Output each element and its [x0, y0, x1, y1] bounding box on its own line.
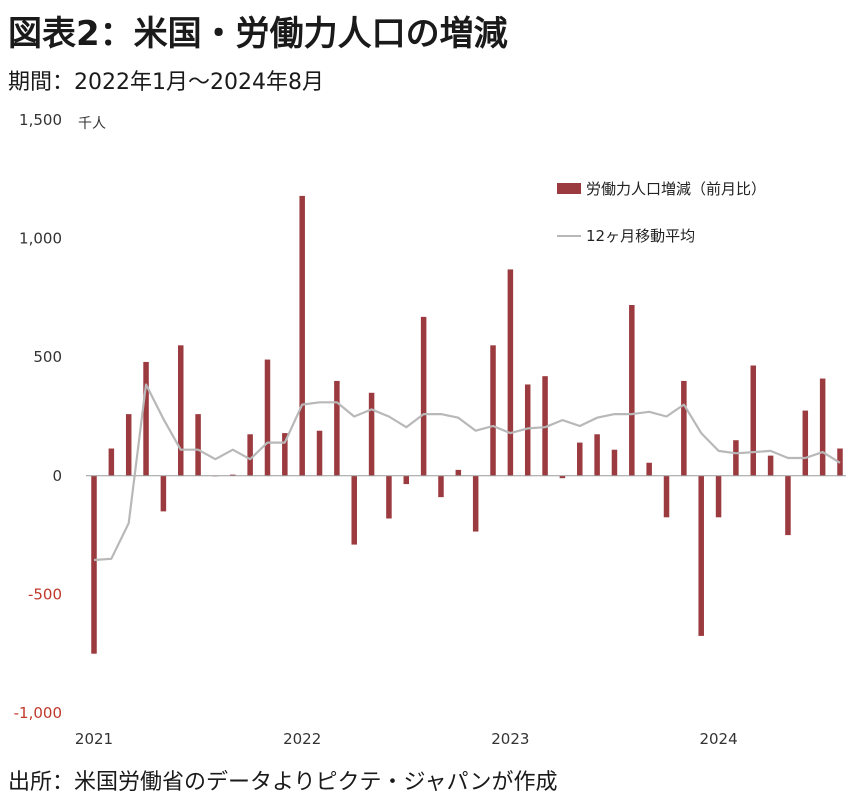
- y-tick-label: 0: [52, 467, 62, 485]
- bar: [698, 475, 704, 636]
- chart-period: 期間：2022年1月～2024年8月: [8, 70, 324, 95]
- y-axis: 1,500 1,000 500 0 -500 -1,000: [14, 111, 62, 722]
- legend-line-label: 12ヶ月移動平均: [586, 227, 695, 245]
- bar: [403, 475, 410, 485]
- bar: [316, 430, 323, 476]
- bar: [368, 392, 375, 476]
- legend: 労働力人口増減（前月比） 12ヶ月移動平均: [557, 180, 766, 245]
- bar: [767, 455, 774, 476]
- moving-average-polyline: [93, 383, 841, 562]
- bar: [108, 448, 115, 476]
- legend-bar-label: 労働力人口増減（前月比）: [586, 180, 766, 198]
- bar: [438, 475, 444, 498]
- y-tick-label: -500: [28, 585, 62, 603]
- bar: [715, 475, 722, 518]
- bar: [386, 475, 392, 519]
- bar: [750, 365, 757, 476]
- bar: [785, 475, 791, 536]
- y-tick-label: -1,000: [14, 704, 62, 722]
- x-tick-label: 2022: [283, 730, 321, 748]
- bar: [542, 376, 548, 476]
- x-tick-label: 2023: [491, 730, 529, 748]
- bar: [247, 434, 253, 476]
- bar: [125, 414, 132, 476]
- legend-bar-swatch: [557, 183, 581, 194]
- y-tick-label: 500: [33, 348, 62, 366]
- x-tick-label: 2024: [699, 730, 737, 748]
- chart-title: 図表2：米国・労働力人口の増減: [8, 14, 508, 54]
- bar-series: [91, 195, 843, 654]
- bar: [264, 359, 271, 476]
- source-note: 出所：米国労働省のデータよりピクテ・ジャパンが作成: [8, 770, 558, 795]
- y-tick-label: 1,000: [19, 230, 62, 248]
- bar: [594, 434, 600, 476]
- bar: [282, 433, 288, 476]
- bar: [160, 475, 167, 512]
- bar: [577, 442, 583, 476]
- bar: [507, 269, 514, 476]
- x-axis: 2021 2022 2023 2024: [75, 730, 738, 748]
- bar: [351, 475, 357, 545]
- bar: [195, 414, 201, 476]
- bar: [802, 410, 809, 476]
- bar: [420, 316, 427, 476]
- bar: [819, 378, 826, 476]
- bar: [177, 345, 184, 476]
- bar: [524, 384, 531, 476]
- bar: [611, 449, 618, 476]
- moving-average-line: [93, 383, 841, 562]
- bar: [472, 475, 479, 532]
- bar: [646, 462, 652, 476]
- bar: [230, 474, 236, 476]
- x-tick-label: 2021: [75, 730, 113, 748]
- bar: [143, 361, 149, 476]
- bar: [490, 345, 496, 476]
- bar: [733, 440, 739, 476]
- bar: [559, 475, 566, 479]
- bar: [629, 305, 635, 476]
- bar: [663, 475, 670, 518]
- bar: [334, 380, 340, 476]
- bar: [455, 469, 462, 476]
- y-tick-label: 1,500: [19, 111, 62, 129]
- bar: [299, 195, 305, 476]
- unit-label: 千人: [78, 116, 106, 132]
- bar: [681, 380, 687, 476]
- bar: [91, 475, 97, 654]
